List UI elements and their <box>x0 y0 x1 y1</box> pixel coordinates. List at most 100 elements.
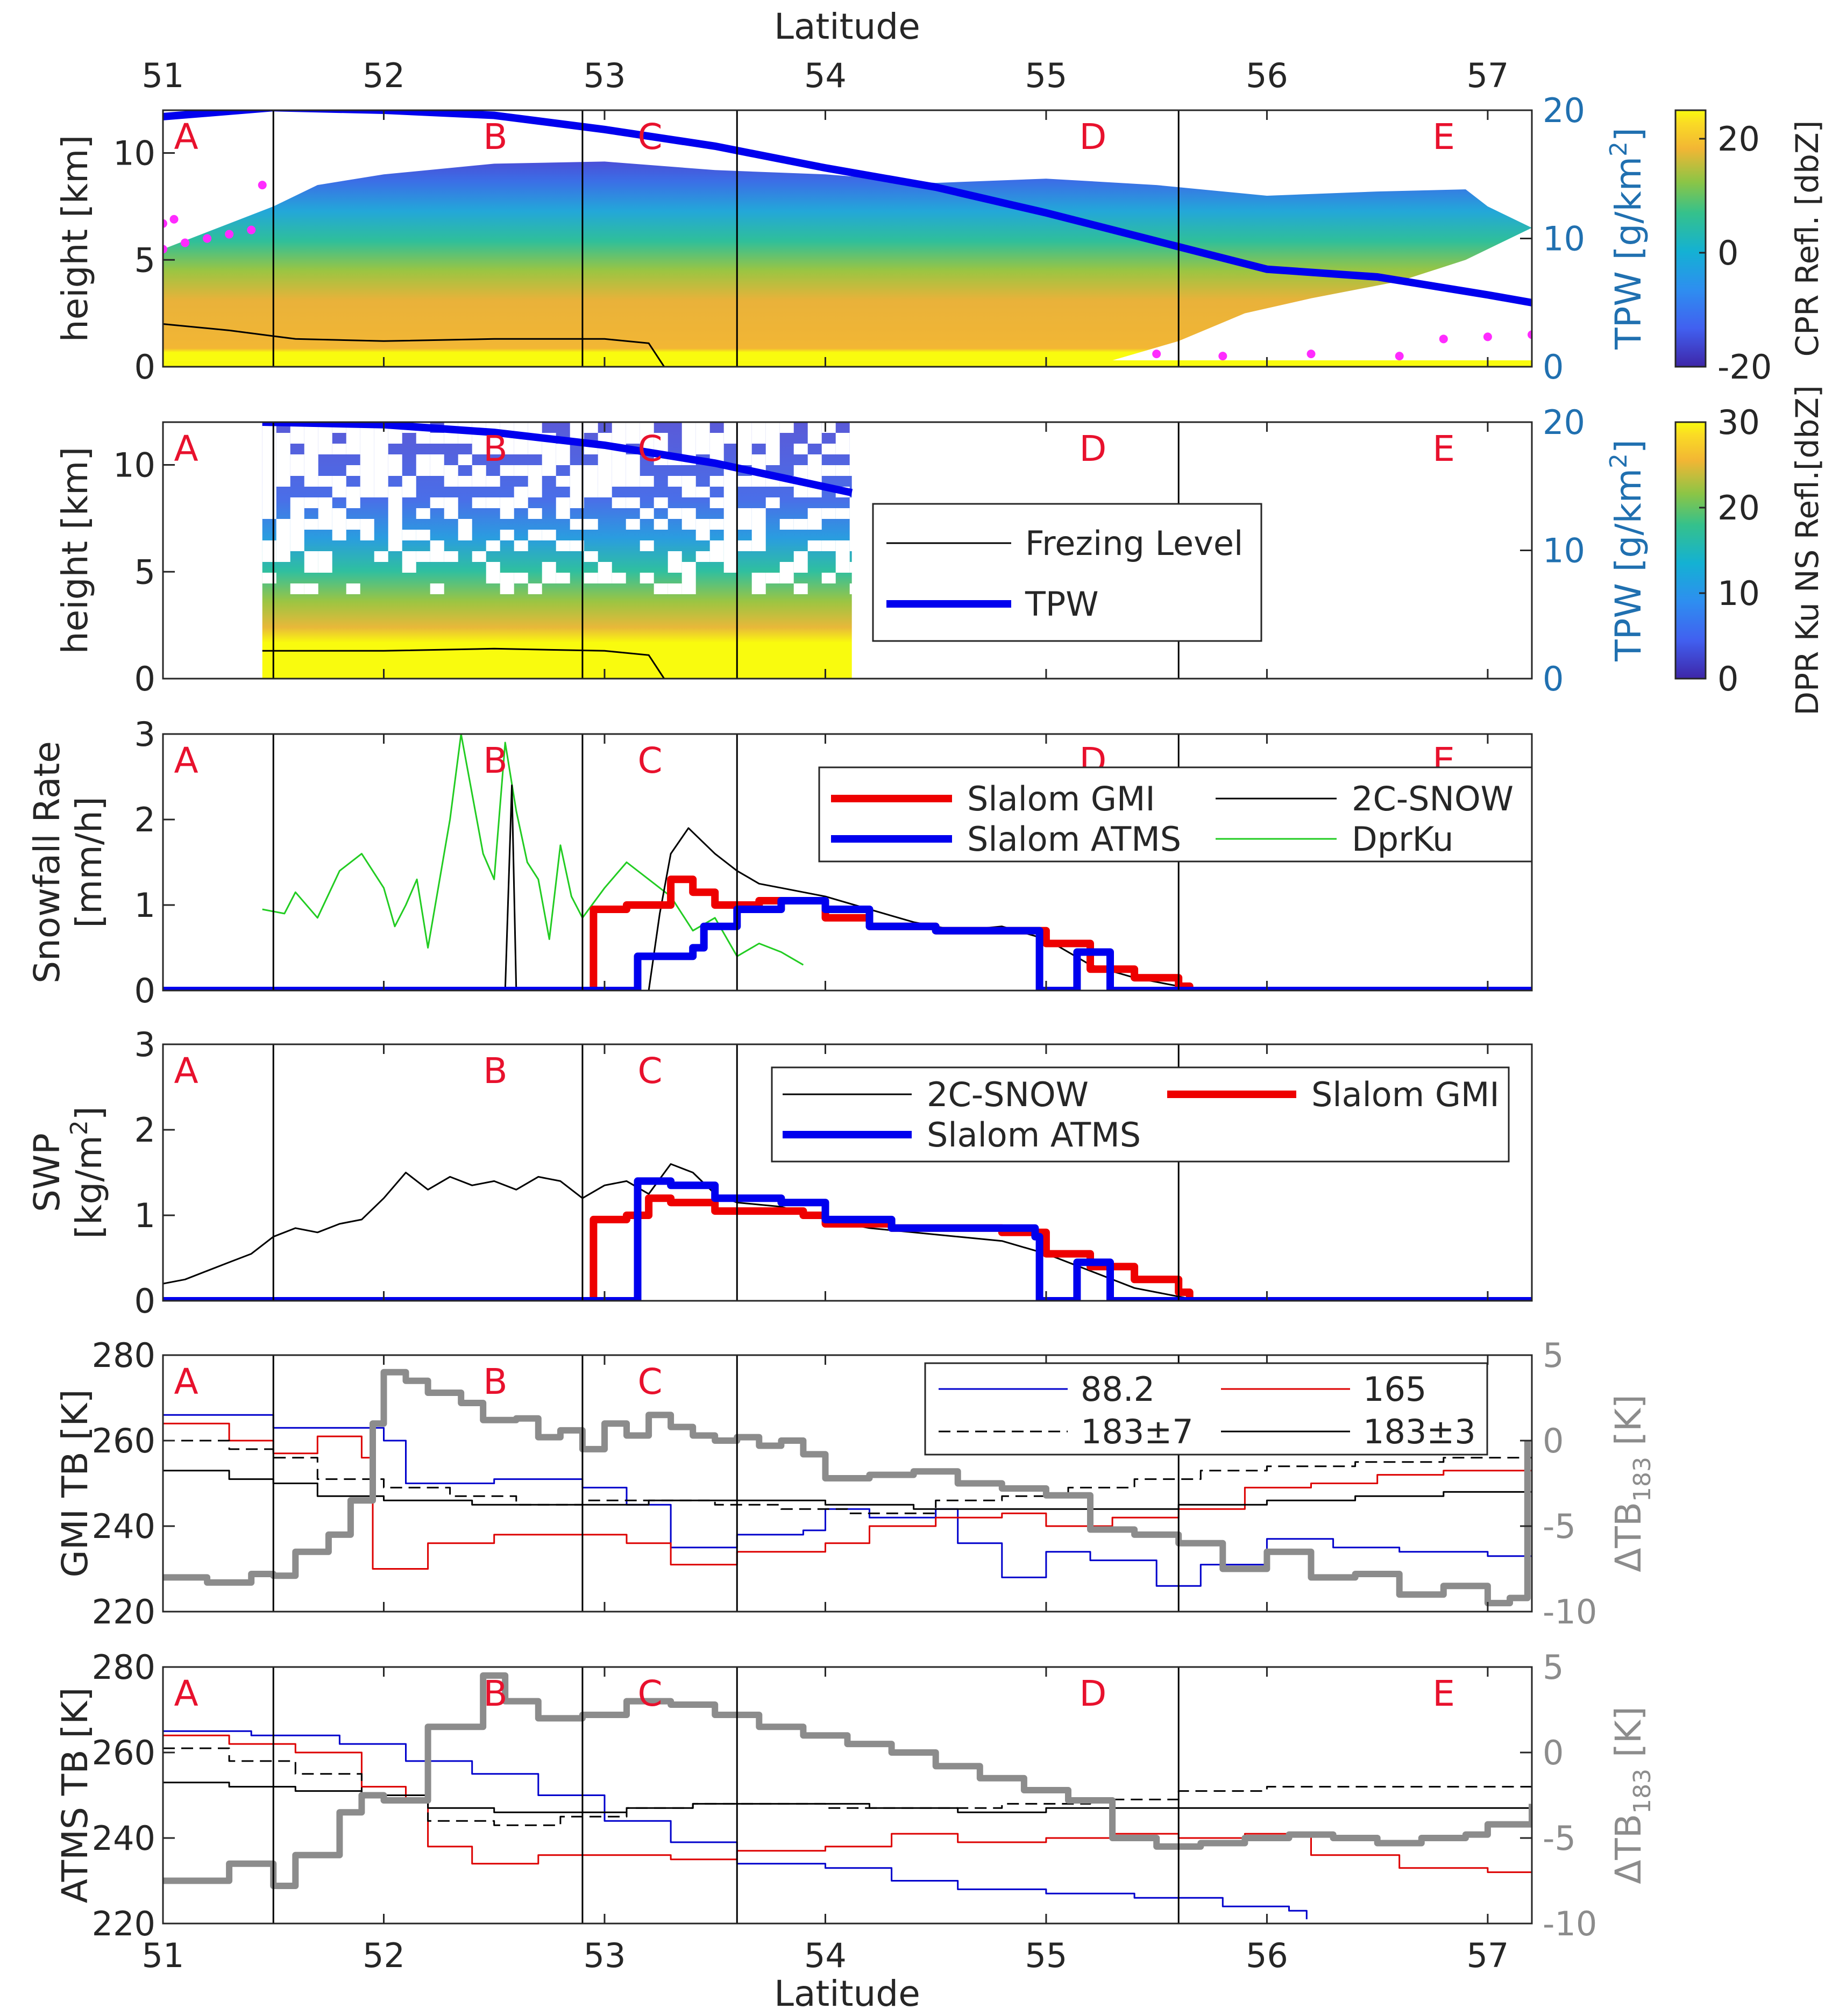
swp-ylabel-units: [kg/m2] <box>66 1106 110 1238</box>
dpr-reflectivity-panel: A B C D E 0 5 10 height [km] 0 10 20 TPW [g/km2] 0 10 2… <box>54 385 1826 715</box>
region-letter: D <box>1080 116 1107 158</box>
dpr-colorbar-label: DPR Ku NS Refl.[dbZ] <box>1789 385 1826 715</box>
snowfall-legend: Slalom GMI 2C-SNOW Slalom ATMS DprKu <box>818 766 1533 863</box>
right-tick-label: 0 <box>1543 1733 1564 1772</box>
swp-ylabel: SWP <box>26 1133 68 1212</box>
y-tick-label: 10 <box>113 134 155 173</box>
legend-label: Slalom ATMS <box>927 1115 1141 1155</box>
bottom-tick-label: 55 <box>1025 1936 1067 1975</box>
bottom-tick-label: 54 <box>804 1936 847 1975</box>
region-letter: B <box>483 428 507 469</box>
right-tick-label: 0 <box>1543 1421 1564 1461</box>
dpr-plot-area <box>262 422 1180 679</box>
y-tick-label: 3 <box>134 1025 155 1064</box>
bottom-tick-label: 52 <box>363 1936 405 1975</box>
y-tick-label: 1 <box>134 1196 155 1235</box>
surface-detection-point <box>1306 350 1316 359</box>
right-tick-label: 0 <box>1543 347 1564 387</box>
region-letter: D <box>1080 1673 1107 1714</box>
bottom-tick-label: 56 <box>1246 1936 1288 1975</box>
dpr-legend: Frezing Level TPW <box>872 503 1262 642</box>
y-tick-label: 0 <box>134 659 155 699</box>
region-letter: C <box>638 1050 663 1092</box>
y-tick-label: 0 <box>134 1281 155 1321</box>
region-letter: A <box>174 116 198 158</box>
top-tick-label: 51 <box>142 56 184 95</box>
top-lat-ticks: 51 52 53 54 55 56 57 <box>142 56 1509 95</box>
region-letter: E <box>1432 1673 1455 1714</box>
colorbar-tick-label: 30 <box>1717 403 1760 442</box>
top-axis-label: Latitude <box>774 6 920 47</box>
cpr-colorbar-label: CPR Refl. [dbZ] <box>1789 120 1826 357</box>
region-letter: A <box>174 740 198 781</box>
y-tick-label: 240 <box>92 1507 155 1546</box>
surface-detection-point <box>225 230 234 239</box>
region-letter: C <box>638 740 663 781</box>
top-tick-label: 52 <box>363 56 405 95</box>
legend-label: 88.2 <box>1081 1370 1155 1409</box>
right-tick-label: 5 <box>1543 1336 1564 1375</box>
snowfall-ylabel-units: [mm/h] <box>68 796 110 928</box>
cpr-reflectivity-panel: A B C D E 0 5 10 height [km] 0 10 20 TPW [g/km2] -20 0… <box>54 91 1826 387</box>
right-tick-label: -10 <box>1543 1904 1597 1943</box>
region-letter: A <box>174 1361 198 1402</box>
y-tick-label: 0 <box>134 971 155 1010</box>
right-tick-label: 0 <box>1543 659 1564 699</box>
atms-series-183-3 <box>163 1782 1532 1813</box>
atms-series-88-2 <box>163 1730 1308 1920</box>
top-tick-label: 54 <box>804 56 847 95</box>
y-tick-label: 10 <box>113 446 155 485</box>
right-tick-label: -5 <box>1543 1507 1576 1546</box>
gmi-series-183-3 <box>163 1470 1532 1510</box>
y-tick-label: 5 <box>134 552 155 592</box>
atms-ylabel: ATMS TB [K] <box>54 1687 96 1904</box>
right-tick-label: 20 <box>1543 91 1585 130</box>
region-letter: C <box>638 1673 663 1714</box>
atms-right-label: ΔTB183 [K] <box>1608 1706 1656 1884</box>
cpr-colorbar <box>1674 109 1707 368</box>
snowfall-ylabel: Snowfall Rate <box>26 741 68 984</box>
y-tick-label: 0 <box>134 347 155 387</box>
y-tick-label: 2 <box>134 800 155 839</box>
region-letter: A <box>174 1050 198 1092</box>
region-letter: D <box>1080 428 1107 469</box>
swp-series-slalom-atms <box>163 1177 1532 1301</box>
right-tick-label: 10 <box>1543 219 1585 259</box>
y-tick-label: 2 <box>134 1110 155 1150</box>
region-letter: C <box>638 1361 663 1402</box>
surface-detection-point <box>163 245 167 254</box>
gmi-legend: 88.2 165 183±7 183±3 <box>924 1362 1488 1456</box>
cpr-ylabel: height [km] <box>54 135 96 342</box>
region-letter: B <box>483 1673 507 1714</box>
surface-detection-point <box>1218 352 1227 361</box>
gmi-tb-panel: A B C 220 240 260 280 GMI TB [K] -10 -5 0 5 ΔTB183 [… <box>54 1336 1656 1632</box>
colorbar-tick-label: -20 <box>1717 347 1772 387</box>
colorbar-tick-label: 10 <box>1717 574 1760 613</box>
top-tick-label: 55 <box>1025 56 1067 95</box>
region-letter: B <box>483 740 507 781</box>
legend-label: Slalom ATMS <box>967 820 1181 859</box>
colorbar-tick-label: 20 <box>1717 119 1760 159</box>
snowfall-series-2c-snow <box>163 784 1190 991</box>
right-tick-label: -10 <box>1543 1592 1597 1632</box>
bottom-axis-label: Latitude <box>774 1973 920 2014</box>
atms-series--tb183 <box>163 1672 1532 1889</box>
cpr-plot-area <box>163 110 1532 367</box>
swp-series-2c-snow <box>163 1163 1201 1301</box>
y-tick-label: 220 <box>92 1592 155 1632</box>
legend-label: Slalom GMI <box>967 779 1155 818</box>
gmi-series--tb183 <box>163 1369 1531 1607</box>
surface-detection-point <box>181 238 190 247</box>
top-tick-label: 53 <box>584 56 626 95</box>
right-tick-label: 5 <box>1543 1648 1564 1687</box>
right-tick-label: 10 <box>1543 531 1585 571</box>
legend-label: Frezing Level <box>1025 524 1243 563</box>
region-letter: B <box>483 1361 507 1402</box>
top-tick-label: 56 <box>1246 56 1288 95</box>
y-tick-label: 260 <box>92 1733 155 1772</box>
surface-detection-point <box>247 225 256 234</box>
y-tick-label: 1 <box>134 886 155 925</box>
surface-detection-point <box>1395 352 1404 361</box>
